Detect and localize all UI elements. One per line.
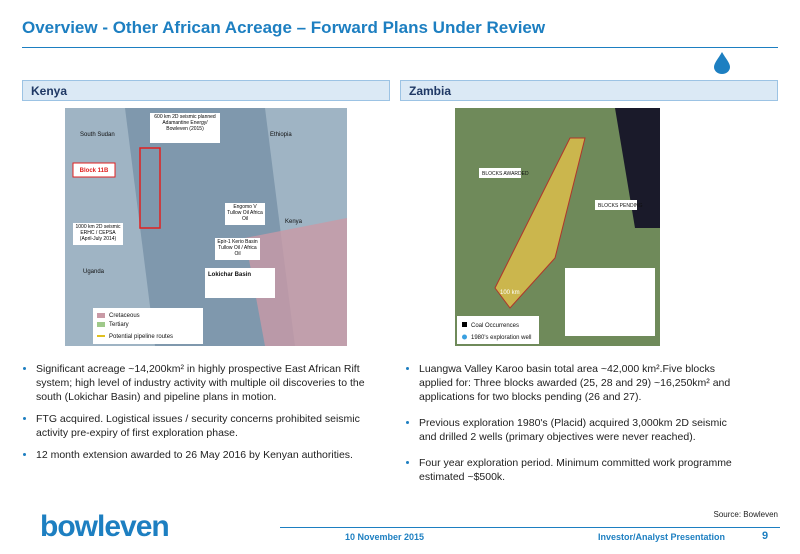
map-label: Block 11B [80, 168, 109, 174]
bullet: Previous exploration 1980's (Placid) acq… [419, 416, 739, 444]
logo: bowleven [40, 510, 170, 543]
map-label: Epir-1 Kerio Basin Tullow Oil / Africa O… [217, 239, 258, 257]
map-label: Cretaceous [109, 313, 140, 319]
map-label: 600 km 2D seismic planned Adamantine Ene… [154, 114, 216, 132]
map-label: South Sudan [80, 132, 115, 138]
bullet: Luangwa Valley Karoo basin total area ~4… [419, 362, 739, 404]
map-label: Uganda [83, 269, 105, 275]
map-label: Lokichar Basin [208, 272, 251, 278]
zambia-heading: Zambia [400, 80, 778, 101]
kenya-heading: Kenya [22, 80, 390, 101]
source: Source: Bowleven [713, 510, 778, 519]
map-label: Engomo V Tullow Oil Africa Oil [227, 204, 263, 222]
footer-date: 10 November 2015 [345, 532, 425, 542]
footer-rule [280, 527, 780, 528]
bullet: FTG acquired. Logistical issues / securi… [36, 412, 391, 440]
bullet: Four year exploration period. Minimum co… [419, 456, 739, 484]
zambia-map: BLOCKS AWARDED BLOCKS PENDING 100 km Coa… [455, 108, 660, 346]
footer-event: Investor/Analyst Presentation [598, 532, 726, 542]
kenya-bullets: Significant acreage ~14,200km² in highly… [22, 362, 391, 470]
bullet: Significant acreage ~14,200km² in highly… [36, 362, 391, 404]
page-number: 9 [762, 530, 769, 542]
map-label: BLOCKS AWARDED [482, 171, 529, 177]
slide-title: Overview - Other African Acreage – Forwa… [22, 18, 546, 37]
map-label: Kenya [285, 219, 303, 225]
map-label: Coal Occurrences [471, 323, 519, 329]
title-rule [22, 47, 778, 48]
map-label: 1980's exploration well [471, 335, 532, 341]
kenya-map: Block 11B South Sudan Ethiopia Kenya Uga… [65, 108, 347, 346]
map-label: BLOCKS PENDING [598, 203, 643, 209]
bullet: 12 month extension awarded to 26 May 201… [36, 448, 391, 462]
map-label: Ethiopia [270, 132, 292, 138]
map-label: 100 km [500, 290, 520, 296]
map-label: Tertiary [109, 322, 129, 328]
map-label: 1000 km 2D seismic ERHC / CEPSA (April-J… [75, 224, 121, 242]
drop-icon [714, 52, 730, 74]
zambia-bullets: Luangwa Valley Karoo basin total area ~4… [405, 362, 739, 492]
map-label: Potential pipeline routes [109, 334, 173, 340]
